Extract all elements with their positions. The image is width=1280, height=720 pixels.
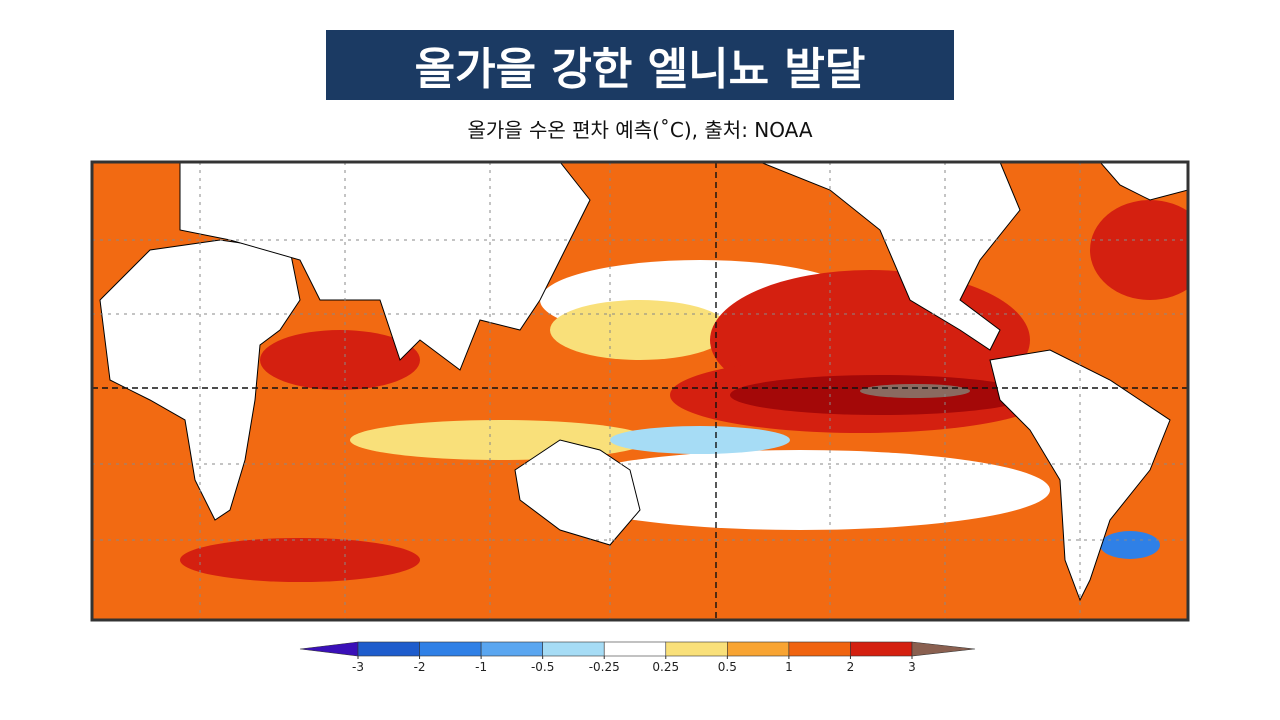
title: 올가을 강한 엘니뇨 발달	[326, 30, 954, 100]
colorbar-tick-label: 0.5	[718, 660, 737, 674]
anomaly-area	[860, 384, 970, 398]
colorbar-extend-high	[911, 641, 976, 657]
colorbar-tick-label: 2	[847, 660, 855, 674]
australia	[514, 439, 641, 546]
colorbar-swatch	[850, 641, 913, 657]
colorbar-swatch	[603, 641, 667, 657]
colorbar-swatch	[419, 641, 482, 657]
colorbar-tick-label: -0.5	[531, 660, 554, 674]
colorbar-swatch	[788, 641, 851, 657]
colorbar-tick-label: -1	[475, 660, 487, 674]
eurasia	[179, 162, 591, 371]
anomaly-area	[1100, 531, 1160, 559]
map-border	[90, 160, 1190, 622]
colorbar-swatch	[727, 641, 790, 657]
north-america	[759, 162, 1021, 351]
colorbar-extend-low	[299, 641, 359, 657]
map	[92, 162, 1188, 620]
colorbar-swatch	[542, 641, 605, 657]
greenland	[1099, 162, 1188, 201]
colorbar-tick-label: 1	[785, 660, 793, 674]
colorbar-tick-label: -3	[352, 660, 364, 674]
colorbar: -3 -2 -1 -0.5 -0.25 0.25 0.5 1 2 3	[299, 641, 976, 674]
colorbar-swatch	[480, 641, 543, 657]
colorbar-tick-label: -2	[414, 660, 426, 674]
colorbar-swatch	[357, 641, 420, 657]
anomaly-area	[550, 450, 1050, 530]
anomaly-area	[1090, 200, 1188, 300]
subtitle: 올가을 수온 편차 예측(˚C), 출처: NOAA	[467, 118, 813, 142]
colorbar-tick-label: 0.25	[652, 660, 679, 674]
anomaly-area	[550, 300, 730, 360]
colorbar-tick-label: -0.25	[589, 660, 620, 674]
colorbar-swatch	[665, 641, 728, 657]
anomaly-area	[180, 538, 420, 582]
colorbar-tick-label: 3	[908, 660, 916, 674]
equator-dateline	[92, 162, 1188, 620]
anomaly-area	[610, 426, 790, 454]
anomaly-area	[260, 330, 420, 390]
